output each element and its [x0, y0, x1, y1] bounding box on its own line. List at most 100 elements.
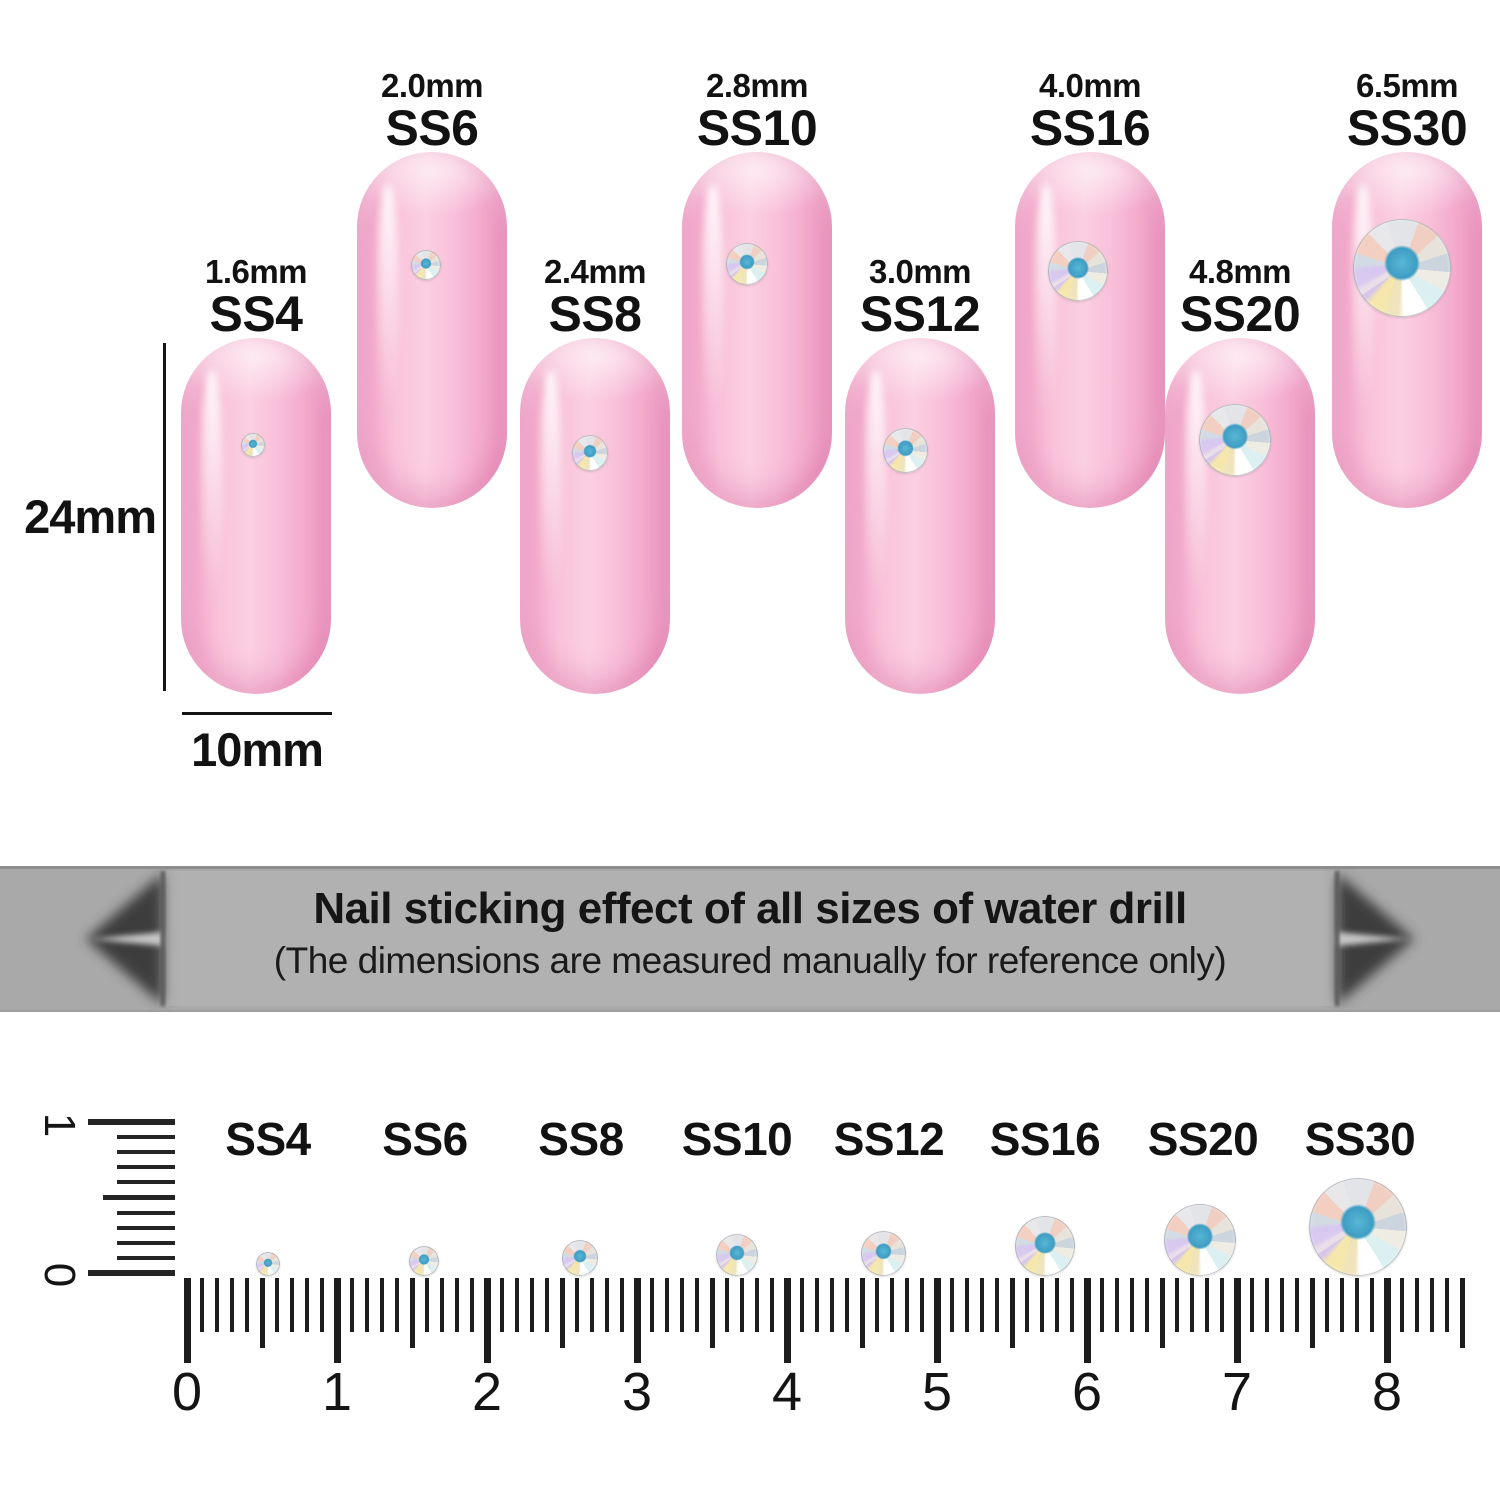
ruler-number: 3 [621, 1362, 653, 1422]
size-ss-label: SS20 [1179, 286, 1301, 342]
ribbon-fold-graphics [86, 871, 1414, 1006]
ruler-tick [1280, 1278, 1284, 1332]
ruler-tick [440, 1278, 444, 1332]
ruler-tick [1250, 1278, 1254, 1332]
ruler-tick [680, 1278, 684, 1332]
ruler-tick [1370, 1278, 1374, 1332]
height-measure-line [163, 343, 166, 691]
size-mm-label: 3.0mm [868, 253, 972, 290]
ruler-tick [1175, 1278, 1179, 1332]
rhinestone-ss10 [726, 243, 768, 285]
nail-ss16 [1015, 152, 1165, 508]
ruler-rhinestone-ss8 [562, 1240, 598, 1276]
ruler-tick [500, 1278, 504, 1332]
nail-ss30 [1332, 152, 1482, 508]
ruler-tick [320, 1278, 324, 1332]
ruler-tick [605, 1278, 609, 1332]
ruler-tick [88, 1270, 175, 1276]
ruler-tick [1415, 1278, 1419, 1332]
ruler-ss-label: SS16 [989, 1113, 1101, 1165]
ruler-tick [634, 1278, 641, 1363]
ruler-tick [365, 1278, 369, 1332]
ruler-tick [380, 1278, 384, 1332]
ruler-rhinestone-ss16 [1015, 1216, 1075, 1276]
size-mm-label: 2.4mm [543, 253, 647, 290]
ruler-tick [117, 1211, 175, 1215]
ruler-tick [1055, 1278, 1059, 1332]
ruler-tick [425, 1278, 429, 1332]
ruler-tick [860, 1278, 865, 1348]
ruler-tick [515, 1278, 519, 1332]
size-mm-label: 6.5mm [1355, 67, 1459, 104]
ruler-tick [200, 1278, 204, 1332]
ruler-tick [1430, 1278, 1434, 1332]
size-caption-ss6: 2.0mm SS6 [312, 68, 552, 156]
size-caption-ss8: 2.4mm SS8 [475, 253, 715, 340]
ruler-tick [710, 1278, 715, 1348]
ruler-ss-label: SS12 [833, 1113, 945, 1165]
ruler-tick [215, 1278, 219, 1332]
ruler-rhinestone-ss30 [1309, 1178, 1407, 1276]
ruler-tick [845, 1278, 849, 1332]
rhinestone-ss20 [1199, 404, 1271, 476]
ruler-tick [995, 1278, 999, 1332]
ruler-tick [88, 1119, 175, 1125]
ruler-tick [590, 1278, 594, 1332]
ruler-number: 5 [921, 1362, 953, 1422]
rhinestone-ss30 [1353, 219, 1451, 317]
ruler-tick [1325, 1278, 1329, 1332]
ruler-rhinestone-ss10 [716, 1234, 758, 1276]
size-caption-ss12: 3.0mm SS12 [800, 253, 1040, 342]
ruler-tick [117, 1180, 175, 1184]
ruler-tick [230, 1278, 234, 1332]
banner-ribbon: Nail sticking effect of all sizes of wat… [0, 866, 1500, 1012]
size-caption-ss4: 1.6mm SS4 [136, 253, 376, 340]
ruler-tick [350, 1278, 354, 1332]
size-mm-label: 1.6mm [204, 253, 308, 290]
ruler-tick [305, 1278, 309, 1332]
rhinestone-ss16 [1048, 241, 1108, 301]
ruler-tick [1384, 1278, 1391, 1363]
size-ss-label: SS30 [1346, 100, 1468, 156]
nail-ss6 [357, 152, 507, 508]
ruler-tick [117, 1150, 175, 1154]
ruler-number: 0 [171, 1362, 203, 1422]
ruler-ss-label: SS30 [1304, 1113, 1416, 1165]
ruler-number: 7 [1221, 1362, 1253, 1422]
ribbon-fold-left-highlight [90, 932, 163, 946]
ruler-tick [620, 1278, 624, 1332]
ruler-tick [410, 1278, 415, 1348]
ruler-tick [530, 1278, 534, 1332]
banner-panel [163, 871, 1337, 1006]
ruler-tick [1265, 1278, 1269, 1332]
ruler-tick [1084, 1278, 1091, 1363]
ruler-tick [665, 1278, 669, 1332]
width-measure-line [182, 712, 332, 715]
ruler-tick [830, 1278, 834, 1332]
ruler-tick [290, 1278, 294, 1332]
ruler-tick [965, 1278, 969, 1332]
size-caption-ss30: 6.5mm SS30 [1287, 67, 1500, 156]
ruler-tick [1190, 1278, 1194, 1332]
ruler-tick [890, 1278, 894, 1332]
ruler-tick [875, 1278, 879, 1332]
nail-length-label: 24mm [24, 490, 157, 543]
ruler-tick [245, 1278, 249, 1332]
rhinestone-ss4 [241, 433, 265, 457]
ruler-tick [770, 1278, 774, 1332]
ruler-tick [650, 1278, 654, 1332]
ruler-tick [1160, 1278, 1165, 1348]
ruler-number: 2 [471, 1362, 503, 1422]
size-caption-ss10: 2.8mm SS10 [637, 68, 877, 154]
banner-subtitle: (The dimensions are measured manually fo… [273, 940, 1227, 981]
ruler-tick [1145, 1278, 1149, 1332]
ruler-tick [755, 1278, 759, 1332]
ruler-tick [1100, 1278, 1104, 1332]
size-ss-label: SS12 [859, 286, 981, 342]
ruler-ss-label: SS20 [1147, 1113, 1259, 1165]
size-ss-label: SS6 [385, 100, 479, 156]
ruler-tick [103, 1195, 175, 1200]
ruler-tick [905, 1278, 909, 1332]
ruler-tick [184, 1278, 191, 1363]
ruler-tick [815, 1278, 819, 1332]
